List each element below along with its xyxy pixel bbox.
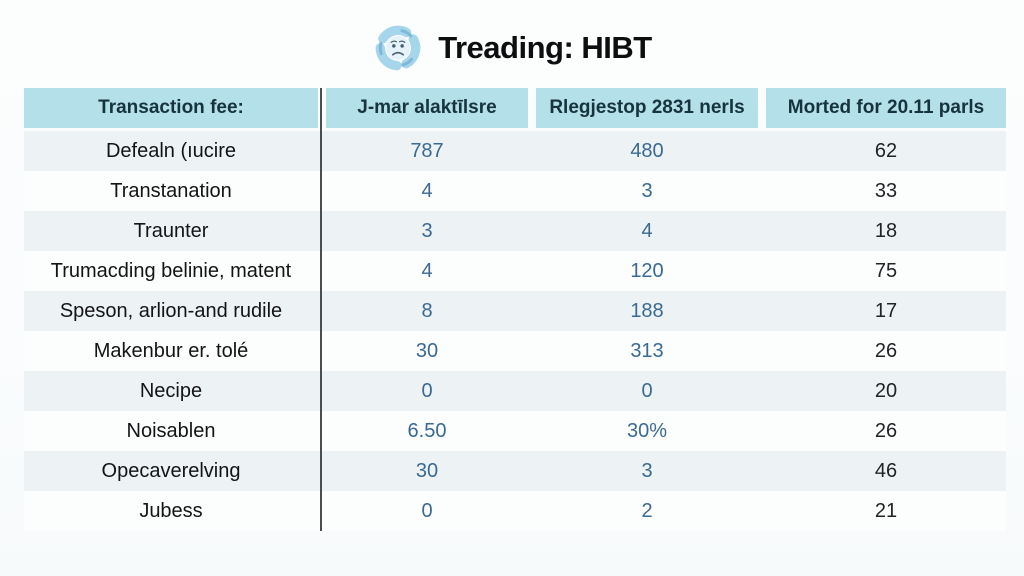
- row-value-col4: 17: [874, 299, 898, 322]
- row-value-col4: 46: [874, 459, 898, 482]
- row-value-col4: 62: [874, 139, 898, 162]
- row-value-col3: 4: [641, 219, 653, 242]
- row-label: Trumacding belinie, matent: [50, 259, 292, 282]
- row-label: Opecaverelving: [101, 459, 241, 482]
- row-value-col2: 30: [415, 339, 439, 362]
- row-value-col3: 3: [641, 459, 653, 482]
- row-value-col3: 480: [630, 139, 664, 162]
- row-label: Jubess: [139, 499, 203, 522]
- page-title: Treading: HIBT: [438, 30, 652, 65]
- row-label: Noisablen: [126, 419, 216, 442]
- table-row: Jubess 0 2 21: [24, 491, 1006, 531]
- column-header-3: Rlegjestop 2831 nerls: [536, 88, 758, 128]
- row-value-col4: 33: [874, 179, 898, 202]
- table-row: Transtanation 4 3 33: [24, 171, 1006, 211]
- row-value-col2: 30: [415, 459, 439, 482]
- row-label: Defealn (ıucire: [105, 139, 237, 162]
- row-value-col4: 26: [874, 419, 898, 442]
- row-value-col2: 3: [421, 219, 433, 242]
- page-header: Treading: HIBT: [0, 20, 1024, 76]
- row-value-col4: 26: [874, 339, 898, 362]
- row-value-col3: 2: [641, 499, 653, 522]
- row-value-col2: 0: [421, 379, 433, 402]
- table-header-row: Transaction fee: J-mar alaktīlsre Rlegje…: [24, 88, 1006, 128]
- table-row: Makenbur er. tolé 30 313 26: [24, 331, 1006, 371]
- row-value-col4: 75: [874, 259, 898, 282]
- column-header-4: Morted for 20.11 parls: [766, 88, 1006, 128]
- row-value-col4: 18: [874, 219, 898, 242]
- table-row: Opecaverelving 30 3 46: [24, 451, 1006, 491]
- row-value-col2: 4: [421, 259, 433, 282]
- table-row: Defealn (ıucire 787 480 62: [24, 131, 1006, 171]
- row-value-col2: 4: [421, 179, 433, 202]
- row-label: Necipe: [139, 379, 203, 402]
- row-value-col3: 313: [630, 339, 664, 362]
- table-row: Traunter 3 4 18: [24, 211, 1006, 251]
- column-divider: [320, 88, 322, 531]
- row-label: Transtanation: [110, 179, 232, 202]
- row-value-col4: 20: [874, 379, 898, 402]
- column-header-2: J-mar alaktīlsre: [326, 88, 528, 128]
- row-label: Speson, arlion-and rudile: [59, 299, 283, 322]
- row-value-col3: 188: [630, 299, 664, 322]
- row-value-col3: 0: [641, 379, 653, 402]
- table-row: Necipe 0 0 20: [24, 371, 1006, 411]
- table-body: Defealn (ıucire 787 480 62 Transtanation…: [24, 131, 1006, 531]
- coin-swirl-face-icon: [372, 22, 424, 74]
- row-value-col2: 6.50: [407, 419, 447, 442]
- table-row: Trumacding belinie, matent 4 120 75: [24, 251, 1006, 291]
- row-value-col3: 120: [630, 259, 664, 282]
- fee-table: Transaction fee: J-mar alaktīlsre Rlegje…: [24, 88, 1006, 531]
- row-value-col2: 787: [410, 139, 444, 162]
- row-value-col2: 0: [421, 499, 433, 522]
- row-value-col3: 3: [641, 179, 653, 202]
- row-label: Makenbur er. tolé: [93, 339, 249, 362]
- row-label: Traunter: [133, 219, 209, 242]
- row-value-col3: 30%: [626, 419, 668, 442]
- row-value-col4: 21: [874, 499, 898, 522]
- table-row: Noisablen 6.50 30% 26: [24, 411, 1006, 451]
- table-row: Speson, arlion-and rudile 8 188 17: [24, 291, 1006, 331]
- row-value-col2: 8: [421, 299, 433, 322]
- column-header-transaction-fee: Transaction fee:: [24, 88, 318, 128]
